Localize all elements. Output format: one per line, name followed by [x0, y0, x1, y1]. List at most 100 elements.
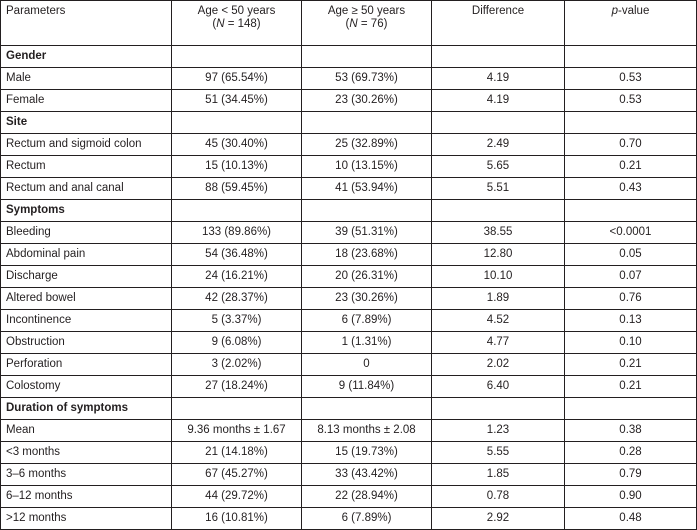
cell-age-50-plus: 1 (1.31%) — [301, 331, 432, 354]
cell-age-under-50: 9 (6.08%) — [171, 331, 302, 354]
section-empty-cell — [564, 45, 697, 68]
section-empty-cell — [564, 111, 697, 134]
table-row: Mean 9.36 months ± 1.67 8.13 months ± 2.08… — [0, 419, 697, 442]
section-empty-cell — [431, 397, 565, 420]
cell-difference: 10.10 — [431, 265, 565, 288]
row-label: Colostomy — [0, 375, 172, 398]
table-row: Incontinence 5 (3.37%) 6 (7.89%) 4.52 0.13 — [0, 309, 697, 332]
cell-p-value: 0.43 — [564, 177, 697, 200]
cell-age-under-50: 44 (29.72%) — [171, 485, 302, 508]
cell-age-under-50: 16 (10.81%) — [171, 507, 302, 530]
cell-age-under-50: 15 (10.13%) — [171, 155, 302, 178]
cell-age-50-plus: 33 (43.42%) — [301, 463, 432, 486]
cell-age-50-plus: 8.13 months ± 2.08 — [301, 419, 432, 442]
row-label: Rectum — [0, 155, 172, 178]
cell-p-value: 0.10 — [564, 331, 697, 354]
section-empty-cell — [431, 111, 565, 134]
cell-p-value: 0.53 — [564, 67, 697, 90]
row-label: Mean — [0, 419, 172, 442]
n-count: = 148) — [224, 18, 261, 30]
cell-age-under-50: 3 (2.02%) — [171, 353, 302, 376]
section-empty-cell — [301, 397, 432, 420]
table-row: Abdominal pain 54 (36.48%) 18 (23.68%) 12.8… — [0, 243, 697, 266]
row-label: Rectum and sigmoid colon — [0, 133, 172, 156]
cell-age-under-50: 51 (34.45%) — [171, 89, 302, 112]
cell-age-50-plus: 6 (7.89%) — [301, 507, 432, 530]
section-empty-cell — [301, 199, 432, 222]
row-label: Abdominal pain — [0, 243, 172, 266]
header-age-under-50-label: Age < 50 years — [197, 5, 276, 17]
table-row: Rectum and sigmoid colon 45 (30.40%) 25 (3… — [0, 133, 697, 156]
cell-age-under-50: 27 (18.24%) — [171, 375, 302, 398]
table-row: Discharge 24 (16.21%) 20 (26.31%) 10.10 0.07 — [0, 265, 697, 288]
cell-difference: 1.23 — [431, 419, 565, 442]
cell-age-under-50: 88 (59.45%) — [171, 177, 302, 200]
cell-difference: 4.19 — [431, 89, 565, 112]
table-row: Altered bowel 42 (28.37%) 23 (30.26%) 1.89 0… — [0, 287, 697, 310]
cell-difference: 5.65 — [431, 155, 565, 178]
cell-p-value: 0.38 — [564, 419, 697, 442]
cell-age-under-50: 5 (3.37%) — [171, 309, 302, 332]
cell-age-50-plus: 9 (11.84%) — [301, 375, 432, 398]
row-label: Perforation — [0, 353, 172, 376]
table-row: Obstruction 9 (6.08%) 1 (1.31%) 4.77 0.10 — [0, 331, 697, 354]
cell-age-50-plus: 6 (7.89%) — [301, 309, 432, 332]
n-letter: N — [349, 18, 358, 30]
row-label: <3 months — [0, 441, 172, 464]
p-value-suffix: -value — [618, 5, 650, 17]
cell-age-50-plus: 10 (13.15%) — [301, 155, 432, 178]
section-empty-cell — [301, 45, 432, 68]
header-difference: Difference — [431, 0, 565, 46]
p-letter: p — [611, 5, 619, 17]
cell-p-value: 0.76 — [564, 287, 697, 310]
section-row: Gender — [0, 45, 697, 68]
cell-age-under-50: 97 (65.54%) — [171, 67, 302, 90]
cell-difference: 2.49 — [431, 133, 565, 156]
cell-age-50-plus: 15 (19.73%) — [301, 441, 432, 464]
cell-difference: 2.92 — [431, 507, 565, 530]
cell-p-value: 0.79 — [564, 463, 697, 486]
row-label: 3–6 months — [0, 463, 172, 486]
cell-difference: 2.02 — [431, 353, 565, 376]
cell-p-value: 0.21 — [564, 353, 697, 376]
row-label: Rectum and anal canal — [0, 177, 172, 200]
header-age-under-50-n: (N = 148) — [177, 18, 296, 31]
header-age-50-plus: Age ≥ 50 years (N = 76) — [301, 0, 432, 46]
n-open-paren: ( — [212, 18, 217, 30]
row-label: Bleeding — [0, 221, 172, 244]
cell-age-50-plus: 53 (69.73%) — [301, 67, 432, 90]
table-row: >12 months 16 (10.81%) 6 (7.89%) 2.92 0.48 — [0, 507, 697, 530]
section-empty-cell — [171, 111, 302, 134]
cell-age-50-plus: 20 (26.31%) — [301, 265, 432, 288]
cell-p-value: 0.48 — [564, 507, 697, 530]
cell-p-value: 0.53 — [564, 89, 697, 112]
table-row: Bleeding 133 (89.86%) 39 (51.31%) 38.55 <0.0… — [0, 221, 697, 244]
row-label: Incontinence — [0, 309, 172, 332]
section-empty-cell — [171, 397, 302, 420]
table-row: Colostomy 27 (18.24%) 9 (11.84%) 6.40 0.21 — [0, 375, 697, 398]
row-label: Female — [0, 89, 172, 112]
cell-difference: 12.80 — [431, 243, 565, 266]
cell-p-value: 0.05 — [564, 243, 697, 266]
cell-p-value: 0.21 — [564, 375, 697, 398]
section-title: Symptoms — [0, 199, 172, 222]
row-label: Discharge — [0, 265, 172, 288]
cell-difference: 4.77 — [431, 331, 565, 354]
cell-age-50-plus: 18 (23.68%) — [301, 243, 432, 266]
cell-p-value: 0.07 — [564, 265, 697, 288]
cell-age-under-50: 21 (14.18%) — [171, 441, 302, 464]
cell-age-50-plus: 22 (28.94%) — [301, 485, 432, 508]
section-row: Site — [0, 111, 697, 134]
row-label: Altered bowel — [0, 287, 172, 310]
table-row: Perforation 3 (2.02%) 0 2.02 0.21 — [0, 353, 697, 376]
section-empty-cell — [301, 111, 432, 134]
row-label: >12 months — [0, 507, 172, 530]
section-empty-cell — [431, 199, 565, 222]
cell-difference: 1.85 — [431, 463, 565, 486]
cell-p-value: 0.28 — [564, 441, 697, 464]
cell-difference: 38.55 — [431, 221, 565, 244]
table-row: Female 51 (34.45%) 23 (30.26%) 4.19 0.53 — [0, 89, 697, 112]
cell-age-under-50: 9.36 months ± 1.67 — [171, 419, 302, 442]
